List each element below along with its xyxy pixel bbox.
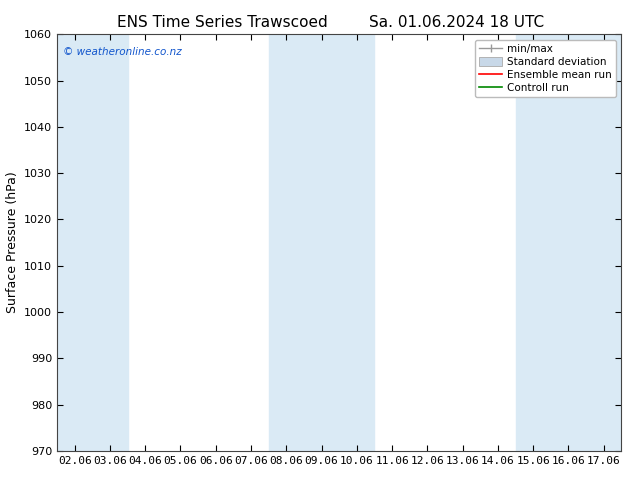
- Bar: [515, 34, 621, 451]
- Legend: min/max, Standard deviation, Ensemble mean run, Controll run: min/max, Standard deviation, Ensemble me…: [475, 40, 616, 97]
- Y-axis label: Surface Pressure (hPa): Surface Pressure (hPa): [6, 172, 18, 314]
- Bar: [57, 34, 127, 451]
- Text: Sa. 01.06.2024 18 UTC: Sa. 01.06.2024 18 UTC: [369, 15, 544, 30]
- Text: © weatheronline.co.nz: © weatheronline.co.nz: [63, 47, 181, 57]
- Bar: [269, 34, 375, 451]
- Text: ENS Time Series Trawscoed: ENS Time Series Trawscoed: [117, 15, 327, 30]
